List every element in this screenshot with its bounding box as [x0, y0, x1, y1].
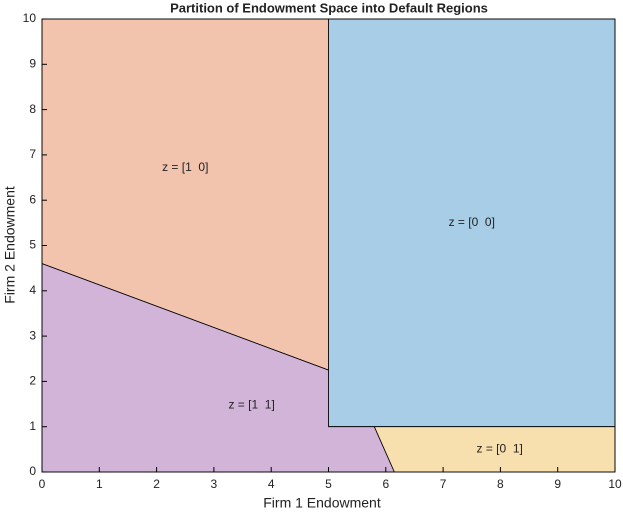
x-tick-label: 3 [211, 477, 218, 491]
x-tick-label: 6 [382, 477, 389, 491]
region-label: z = [1 1] [228, 397, 274, 411]
x-tick-label: 9 [554, 477, 561, 491]
y-tick-label: 0 [29, 464, 36, 478]
y-tick-label: 2 [29, 374, 36, 388]
y-tick-label: 6 [29, 192, 36, 206]
y-tick-label: 3 [29, 328, 36, 342]
y-tick-label: 5 [29, 238, 36, 252]
region-label: z = [0 0] [449, 215, 495, 229]
region-label: z = [0 1] [477, 442, 523, 456]
x-axis-label: Firm 1 Endowment [263, 495, 381, 511]
x-tick-label: 2 [153, 477, 160, 491]
x-tick-label: 7 [440, 477, 447, 491]
chart-title: Partition of Endowment Space into Defaul… [170, 0, 488, 15]
y-tick-label: 4 [29, 283, 36, 297]
y-tick-label: 10 [23, 11, 37, 25]
y-tick-label: 8 [29, 102, 36, 116]
x-tick-label: 10 [608, 477, 622, 491]
y-tick-label: 1 [29, 419, 36, 433]
y-axis-label: Firm 2 Endowment [2, 186, 18, 304]
x-tick-label: 8 [497, 477, 504, 491]
x-tick-label: 0 [39, 477, 46, 491]
x-tick-label: 1 [96, 477, 103, 491]
y-tick-label: 9 [29, 56, 36, 70]
x-tick-label: 5 [325, 477, 332, 491]
y-tick-label: 7 [29, 147, 36, 161]
region-label: z = [1 0] [162, 160, 208, 174]
x-tick-label: 4 [268, 477, 275, 491]
